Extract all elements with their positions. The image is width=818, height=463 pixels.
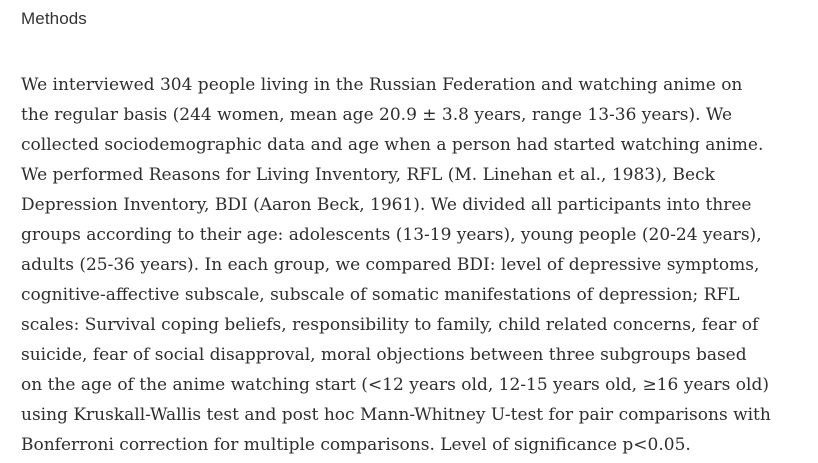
- section-heading: Methods: [21, 9, 87, 28]
- methods-section: Methods We interviewed 304 people living…: [21, 8, 781, 460]
- methods-paragraph: We interviewed 304 people living in the …: [21, 75, 771, 455]
